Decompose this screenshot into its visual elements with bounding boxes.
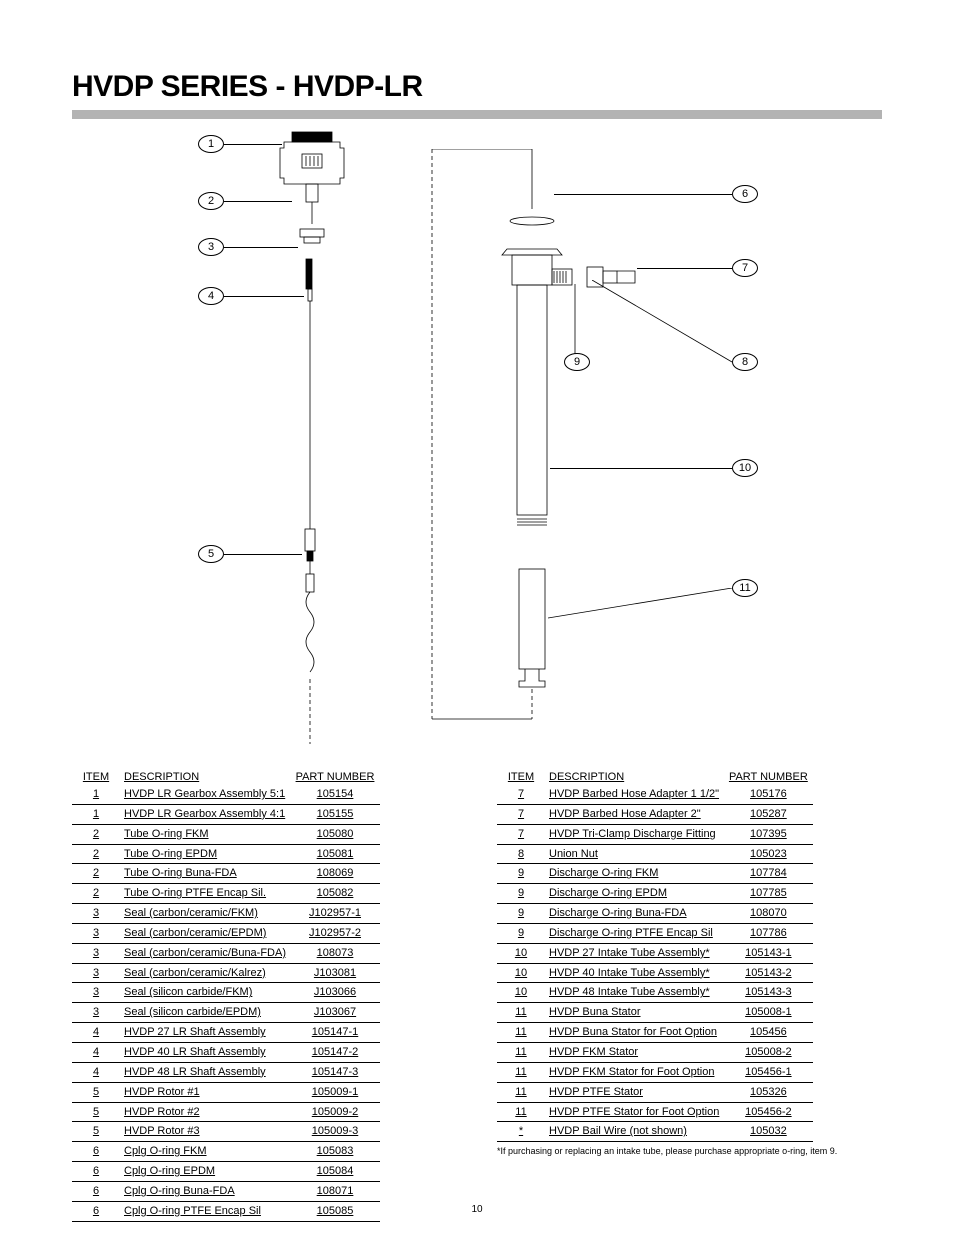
table-row: 8Union Nut105023 [497,844,813,864]
table-row: 1HVDP LR Gearbox Assembly 5:1105154 [72,785,380,804]
table-row: 3Seal (silicon carbide/EPDM)J103067 [72,1003,380,1023]
page-title: HVDP SERIES - HVDP-LR [72,70,882,104]
table-row: 7HVDP Tri-Clamp Discharge Fitting107395 [497,824,813,844]
col-item: ITEM [72,769,120,785]
parts-table-left: ITEM DESCRIPTION PART NUMBER 1HVDP LR Ge… [72,769,380,1222]
table-row: 11HVDP PTFE Stator105326 [497,1082,813,1102]
table-row: 4HVDP 48 LR Shaft Assembly105147-3 [72,1062,380,1082]
table-row: 9Discharge O-ring Buna-FDA108070 [497,904,813,924]
table-row: 4HVDP 27 LR Shaft Assembly105147-1 [72,1023,380,1043]
callout-5: 5 [198,545,224,563]
parts-tables: ITEM DESCRIPTION PART NUMBER 1HVDP LR Ge… [72,769,882,1222]
table-row: 2Tube O-ring EPDM105081 [72,844,380,864]
exploded-diagram: 1 2 3 4 5 6 7 8 9 10 11 [72,129,882,769]
table-row: 10HVDP 48 Intake Tube Assembly*105143-3 [497,983,813,1003]
table-row: 7HVDP Barbed Hose Adapter 2"105287 [497,804,813,824]
table-row: 10HVDP 40 Intake Tube Assembly*105143-2 [497,963,813,983]
table-row: 9Discharge O-ring EPDM107785 [497,884,813,904]
title-underline [72,110,882,119]
table-row: 3Seal (silicon carbide/FKM)J103066 [72,983,380,1003]
table-footnote: *If purchasing or replacing an intake tu… [497,1146,882,1156]
table-row: 5HVDP Rotor #3105009-3 [72,1122,380,1142]
table-row: 2Tube O-ring Buna-FDA108069 [72,864,380,884]
table-row: *HVDP Bail Wire (not shown)105032 [497,1122,813,1142]
callout-10: 10 [732,459,758,477]
table-row: 3Seal (carbon/ceramic/Kalrez)J103081 [72,963,380,983]
table-row: 10HVDP 27 Intake Tube Assembly*105143-1 [497,943,813,963]
table-row: 11HVDP Buna Stator105008-1 [497,1003,813,1023]
table-row: 9Discharge O-ring FKM107784 [497,864,813,884]
table-row: 11HVDP PTFE Stator for Foot Option105456… [497,1102,813,1122]
callout-2: 2 [198,192,224,210]
table-row: 1HVDP LR Gearbox Assembly 4:1105155 [72,804,380,824]
table-row: 11HVDP Buna Stator for Foot Option105456 [497,1023,813,1043]
table-row: 5HVDP Rotor #2105009-2 [72,1102,380,1122]
col-part: PART NUMBER [723,769,813,785]
table-row: 6Cplg O-ring EPDM105084 [72,1162,380,1182]
table-row: 11HVDP FKM Stator105008-2 [497,1042,813,1062]
col-desc: DESCRIPTION [545,769,723,785]
table-row: 7HVDP Barbed Hose Adapter 1 1/2"105176 [497,785,813,804]
table-row: 3Seal (carbon/ceramic/Buna-FDA)108073 [72,943,380,963]
callout-7: 7 [732,259,758,277]
table-row: 11HVDP FKM Stator for Foot Option105456-… [497,1062,813,1082]
right-assembly-svg [412,149,652,749]
callout-3: 3 [198,238,224,256]
table-row: 3Seal (carbon/ceramic/EPDM)J102957-2 [72,923,380,943]
table-row: 6Cplg O-ring Buna-FDA108071 [72,1181,380,1201]
callout-6: 6 [732,185,758,203]
col-desc: DESCRIPTION [120,769,290,785]
table-row: 6Cplg O-ring FKM105083 [72,1142,380,1162]
table-row: 4HVDP 40 LR Shaft Assembly105147-2 [72,1042,380,1062]
parts-table-right: ITEM DESCRIPTION PART NUMBER 7HVDP Barbe… [497,769,813,1142]
table-row: 9Discharge O-ring PTFE Encap Sil107786 [497,923,813,943]
page-number: 10 [0,1204,954,1215]
callout-4: 4 [198,287,224,305]
left-assembly-svg [262,129,372,749]
table-row: 5HVDP Rotor #1105009-1 [72,1082,380,1102]
table-row: 2Tube O-ring FKM105080 [72,824,380,844]
col-part: PART NUMBER [290,769,380,785]
col-item: ITEM [497,769,545,785]
callout-1: 1 [198,135,224,153]
table-row: 3Seal (carbon/ceramic/FKM)J102957-1 [72,904,380,924]
table-row: 2Tube O-ring PTFE Encap Sil.105082 [72,884,380,904]
